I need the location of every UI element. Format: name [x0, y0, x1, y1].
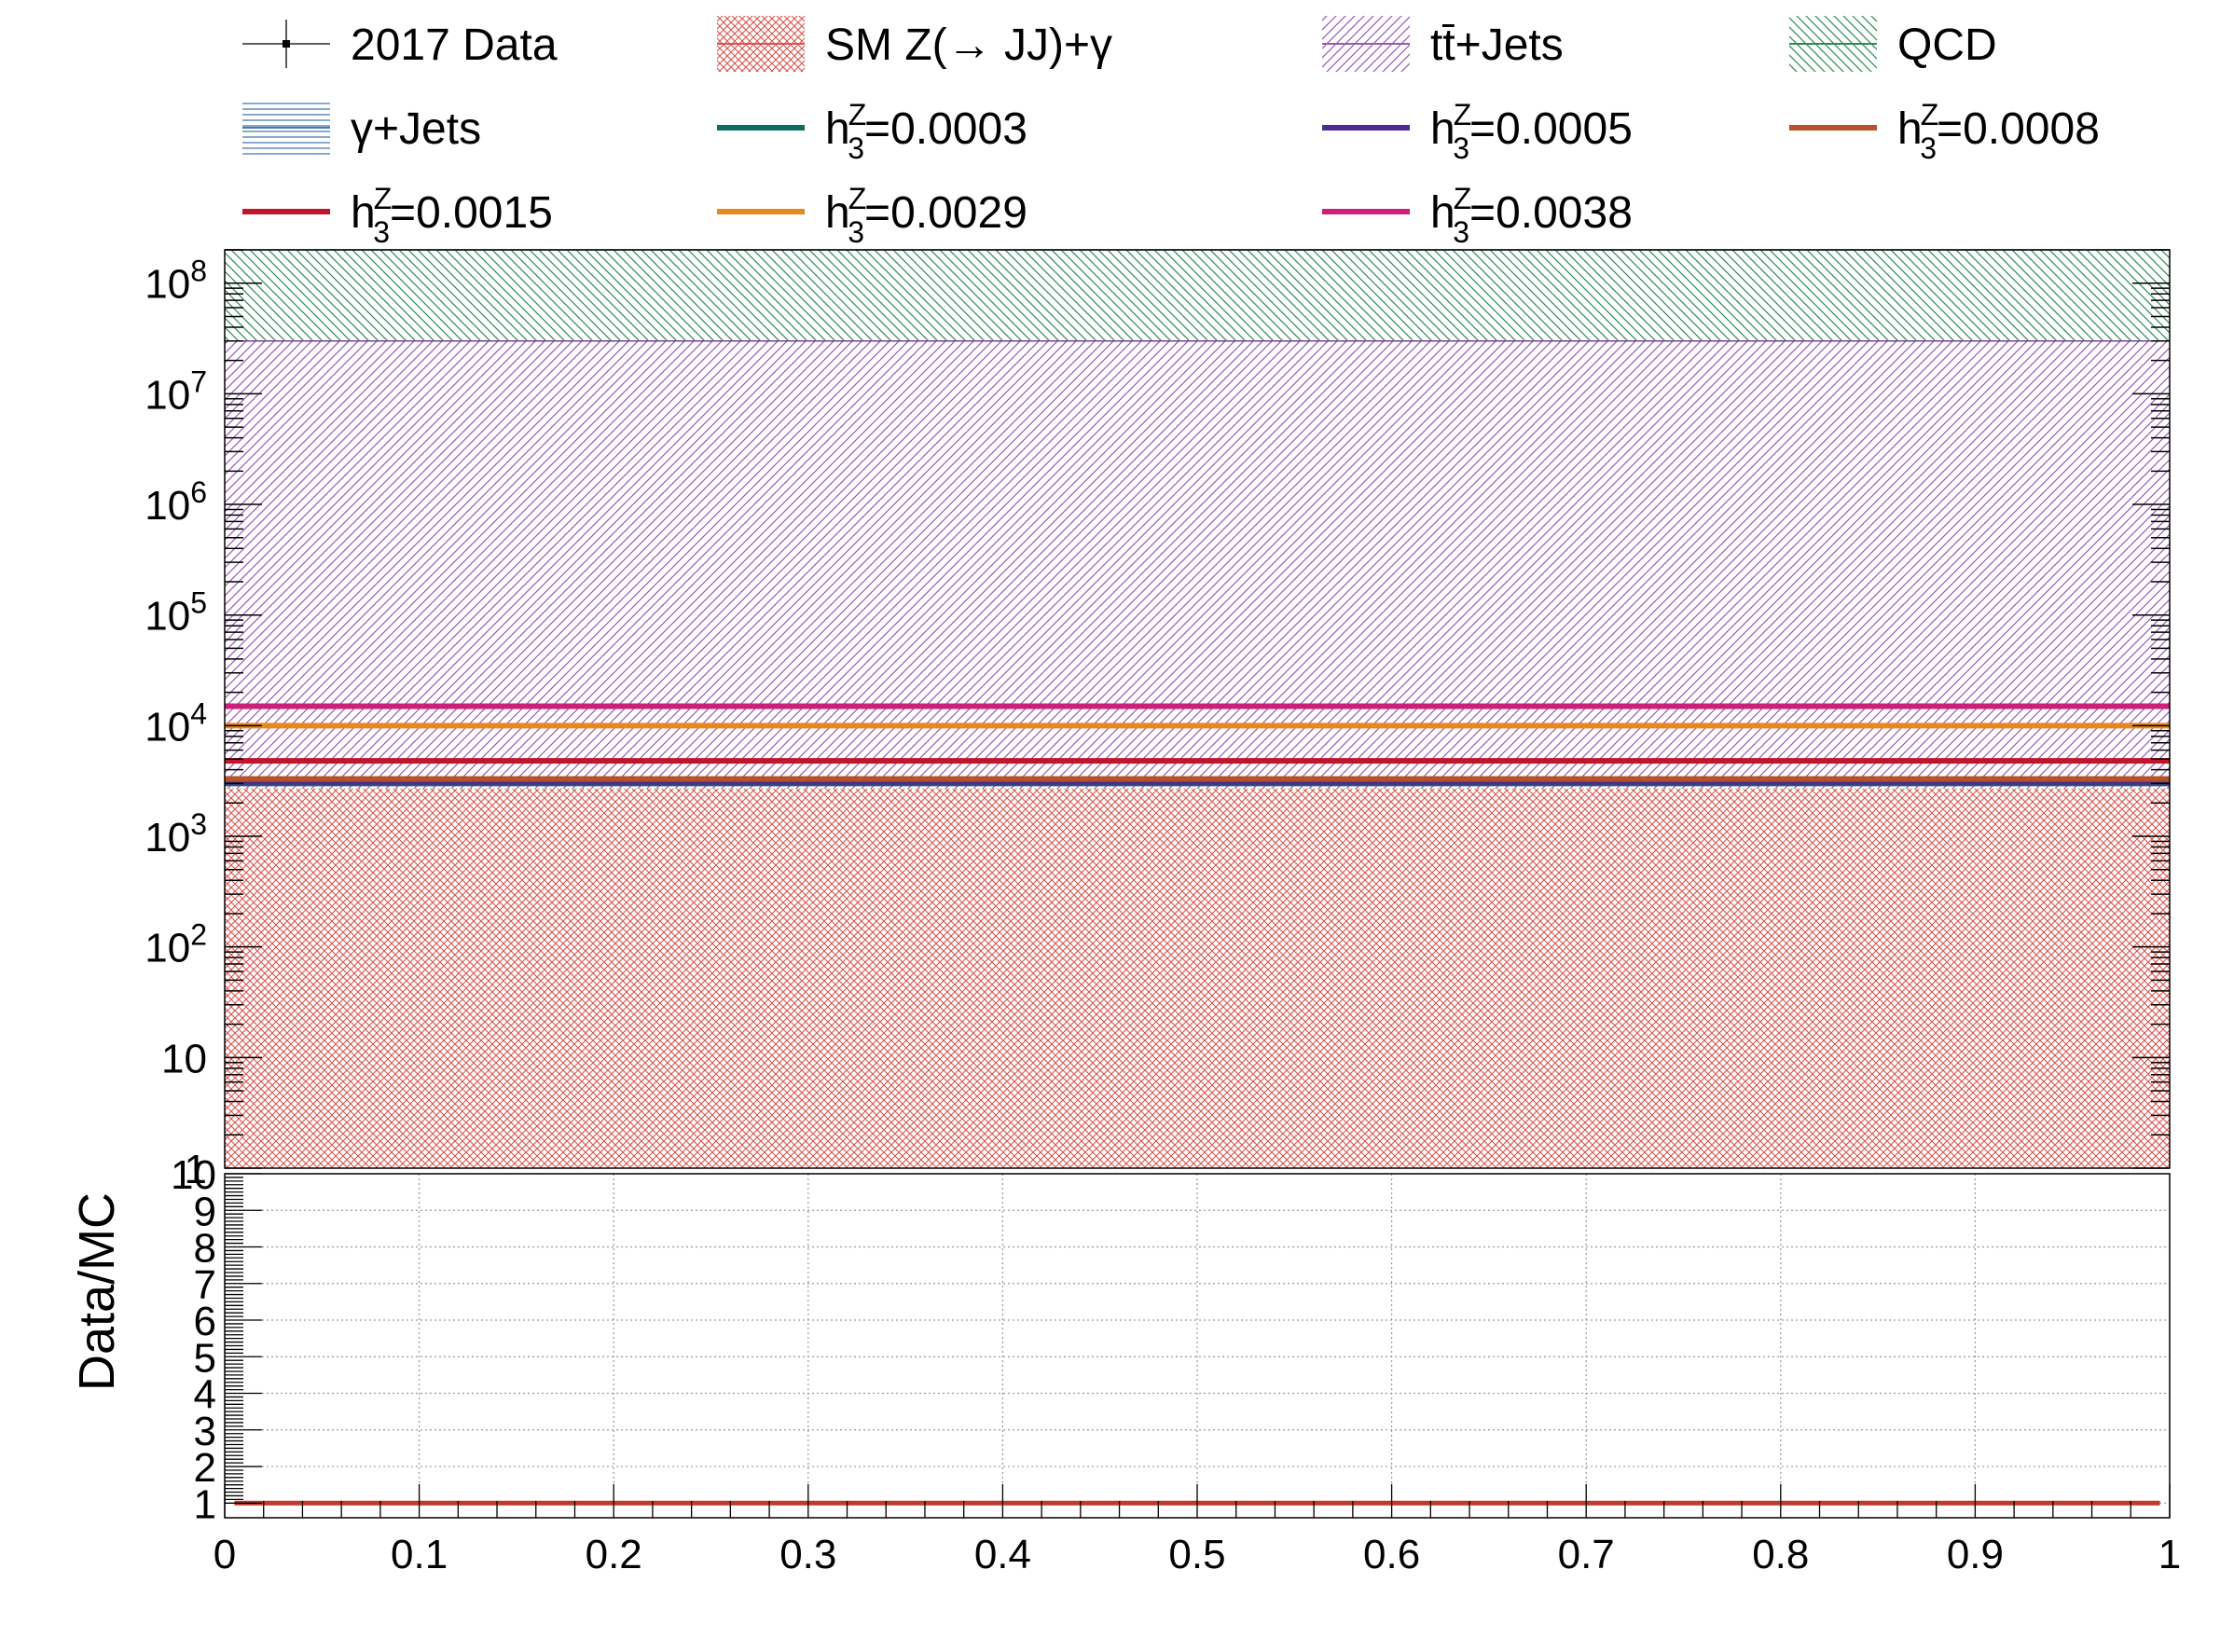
x-tick-label: 0.2 — [586, 1532, 642, 1577]
legend-entry: hZ 3=0.0005 — [1322, 98, 1633, 165]
main-y-tick-label: 104 — [145, 696, 207, 750]
ratio-y-tick-label: 2 — [194, 1445, 216, 1491]
ratio-y-axis-title: Data/MC — [69, 1192, 125, 1391]
ttbar-jets-fill — [225, 340, 2170, 789]
x-tick-label: 0 — [214, 1532, 236, 1577]
main-y-tick-label: 102 — [145, 918, 207, 971]
legend-entry: 2017 Data — [242, 20, 558, 70]
legend-label: hZ 3=0.0005 — [1430, 98, 1633, 165]
ratio-y-tick-label: 3 — [194, 1409, 216, 1454]
main-y-tick-label: 10 — [161, 1036, 207, 1081]
ratio-y-tick-label: 5 — [194, 1335, 216, 1381]
ratio-y-tick-label: 4 — [194, 1372, 216, 1418]
legend: 2017 Data SM Z(→ JJ)+γ tt̄+Jets QCD γ+Jets hZ… — [242, 16, 2100, 249]
main-panel: 1 10 102 103 104 105 106 107 108 — [145, 249, 2171, 1192]
sm-zjj-gamma-fill — [225, 788, 2170, 1168]
ratio-y-tick-label: 1 — [194, 1481, 216, 1527]
legend-label: 2017 Data — [351, 21, 558, 70]
main-y-tick-label: 107 — [145, 365, 207, 418]
legend-entry: hZ 3=0.0008 — [1789, 98, 2100, 165]
x-tick-label: 0.4 — [974, 1532, 1031, 1577]
main-y-tick-label: 1 — [185, 1147, 207, 1192]
x-tick-label: 0.9 — [1947, 1532, 2004, 1577]
legend-label: tt̄+Jets — [1430, 21, 1564, 70]
ratio-y-tick-label: 6 — [194, 1299, 216, 1344]
x-tick-label: 0.3 — [779, 1532, 836, 1577]
ratio-y-tick-label: 8 — [194, 1226, 216, 1272]
x-tick-label: 0.7 — [1558, 1532, 1615, 1577]
ratio-y-tick-label: 9 — [194, 1189, 216, 1234]
x-tick-label: 0.5 — [1168, 1532, 1225, 1577]
legend-label: hZ 3=0.0008 — [1897, 98, 2100, 165]
legend-entry: hZ 3=0.0003 — [717, 98, 1027, 165]
legend-entry: QCD — [1789, 16, 1997, 72]
legend-label: hZ 3=0.0015 — [351, 182, 553, 249]
ratio-y-tick-label: 7 — [194, 1262, 216, 1308]
x-tick-label: 0.8 — [1752, 1532, 1809, 1577]
main-y-tick-label: 106 — [145, 475, 207, 529]
legend-entry: hZ 3=0.0015 — [242, 182, 553, 249]
main-y-tick-label: 105 — [145, 586, 207, 640]
legend-label: hZ 3=0.0003 — [825, 98, 1027, 165]
x-tick-label: 0.1 — [391, 1532, 448, 1577]
main-y-tick-label: 103 — [145, 807, 207, 860]
legend-entry: SM Z(→ JJ)+γ — [717, 16, 1112, 72]
ratio-y-tick-label: 10 — [171, 1152, 216, 1198]
legend-label: γ+Jets — [351, 104, 481, 154]
legend-entry: hZ 3=0.0038 — [1322, 182, 1633, 249]
x-tick-label: 1 — [2158, 1532, 2181, 1577]
qcd-fill — [225, 250, 2170, 341]
legend-entry: γ+Jets — [242, 100, 481, 156]
legend-label: hZ 3=0.0038 — [1430, 182, 1633, 249]
x-tick-label: 0.6 — [1363, 1532, 1420, 1577]
legend-marker-point — [283, 40, 290, 48]
main-frame — [224, 249, 2171, 1169]
main-y-tick-label: 108 — [145, 255, 207, 308]
legend-entry: tt̄+Jets — [1322, 16, 1564, 72]
legend-label: QCD — [1897, 21, 1997, 70]
legend-label: SM Z(→ JJ)+γ — [825, 21, 1112, 70]
legend-label: hZ 3=0.0029 — [825, 182, 1027, 249]
legend-entry: hZ 3=0.0029 — [717, 182, 1027, 249]
